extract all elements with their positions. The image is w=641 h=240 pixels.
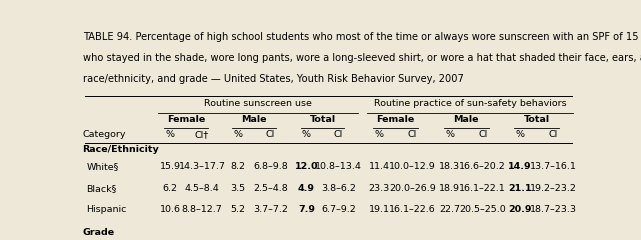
Text: 4.5–8.4: 4.5–8.4 bbox=[185, 184, 219, 193]
Text: 11.4: 11.4 bbox=[369, 162, 390, 171]
Text: 18.9: 18.9 bbox=[439, 184, 460, 193]
Text: CI: CI bbox=[549, 130, 558, 139]
Text: %: % bbox=[445, 130, 454, 139]
Text: 14.9: 14.9 bbox=[508, 162, 532, 171]
Text: %: % bbox=[234, 130, 243, 139]
Text: 16.6–20.2: 16.6–20.2 bbox=[460, 162, 506, 171]
Text: 18.7–23.3: 18.7–23.3 bbox=[530, 205, 577, 214]
Text: 22.7: 22.7 bbox=[439, 205, 460, 214]
Text: Male: Male bbox=[453, 115, 479, 124]
Text: 20.0–26.9: 20.0–26.9 bbox=[389, 184, 436, 193]
Text: 15.9: 15.9 bbox=[160, 162, 181, 171]
Text: who stayed in the shade, wore long pants, wore a long-sleeved shirt, or wore a h: who stayed in the shade, wore long pants… bbox=[83, 53, 641, 63]
Text: 7.9: 7.9 bbox=[298, 205, 315, 214]
Text: 4.9: 4.9 bbox=[298, 184, 315, 193]
Text: Routine practice of sun-safety behaviors: Routine practice of sun-safety behaviors bbox=[374, 99, 567, 108]
Text: 21.1: 21.1 bbox=[508, 184, 532, 193]
Text: 5.2: 5.2 bbox=[231, 205, 246, 214]
Text: 13.7–16.1: 13.7–16.1 bbox=[530, 162, 577, 171]
Text: Female: Female bbox=[376, 115, 415, 124]
Text: 20.5–25.0: 20.5–25.0 bbox=[460, 205, 506, 214]
Text: Male: Male bbox=[242, 115, 267, 124]
Text: Total: Total bbox=[524, 115, 550, 124]
Text: 6.2: 6.2 bbox=[162, 184, 178, 193]
Text: 6.8–9.8: 6.8–9.8 bbox=[253, 162, 288, 171]
Text: %: % bbox=[302, 130, 311, 139]
Text: 3.7–7.2: 3.7–7.2 bbox=[253, 205, 288, 214]
Text: Female: Female bbox=[167, 115, 205, 124]
Text: %: % bbox=[374, 130, 383, 139]
Text: Hispanic: Hispanic bbox=[87, 205, 127, 214]
Text: Grade: Grade bbox=[83, 228, 115, 237]
Text: race/ethnicity, and grade — United States, Youth Risk Behavior Survey, 2007: race/ethnicity, and grade — United State… bbox=[83, 74, 463, 84]
Text: 3.8–6.2: 3.8–6.2 bbox=[321, 184, 356, 193]
Text: 2.5–4.8: 2.5–4.8 bbox=[253, 184, 288, 193]
Text: 16.1–22.1: 16.1–22.1 bbox=[460, 184, 506, 193]
Text: Total: Total bbox=[310, 115, 335, 124]
Text: 10.0–12.9: 10.0–12.9 bbox=[389, 162, 436, 171]
Text: 8.8–12.7: 8.8–12.7 bbox=[181, 205, 222, 214]
Text: 6.7–9.2: 6.7–9.2 bbox=[321, 205, 356, 214]
Text: %: % bbox=[165, 130, 174, 139]
Text: 20.9: 20.9 bbox=[508, 205, 532, 214]
Text: TABLE 94. Percentage of high school students who most of the time or always wore: TABLE 94. Percentage of high school stud… bbox=[83, 32, 641, 42]
Text: 10.8–13.4: 10.8–13.4 bbox=[315, 162, 362, 171]
Text: White§: White§ bbox=[87, 162, 119, 171]
Text: Black§: Black§ bbox=[87, 184, 117, 193]
Text: 3.5: 3.5 bbox=[231, 184, 246, 193]
Text: Routine sunscreen use: Routine sunscreen use bbox=[204, 99, 312, 108]
Text: CI: CI bbox=[334, 130, 343, 139]
Text: 19.1: 19.1 bbox=[369, 205, 390, 214]
Text: %: % bbox=[515, 130, 525, 139]
Text: 23.3: 23.3 bbox=[369, 184, 390, 193]
Text: CI: CI bbox=[265, 130, 275, 139]
Text: 16.1–22.6: 16.1–22.6 bbox=[389, 205, 436, 214]
Text: 14.3–17.7: 14.3–17.7 bbox=[179, 162, 226, 171]
Text: CI†: CI† bbox=[195, 130, 209, 139]
Text: 18.3: 18.3 bbox=[439, 162, 460, 171]
Text: 8.2: 8.2 bbox=[231, 162, 246, 171]
Text: 12.0: 12.0 bbox=[295, 162, 318, 171]
Text: CI: CI bbox=[478, 130, 487, 139]
Text: Category: Category bbox=[83, 130, 126, 139]
Text: 10.6: 10.6 bbox=[160, 205, 181, 214]
Text: Race/Ethnicity: Race/Ethnicity bbox=[83, 145, 160, 154]
Text: CI: CI bbox=[408, 130, 417, 139]
Text: 19.2–23.2: 19.2–23.2 bbox=[530, 184, 577, 193]
